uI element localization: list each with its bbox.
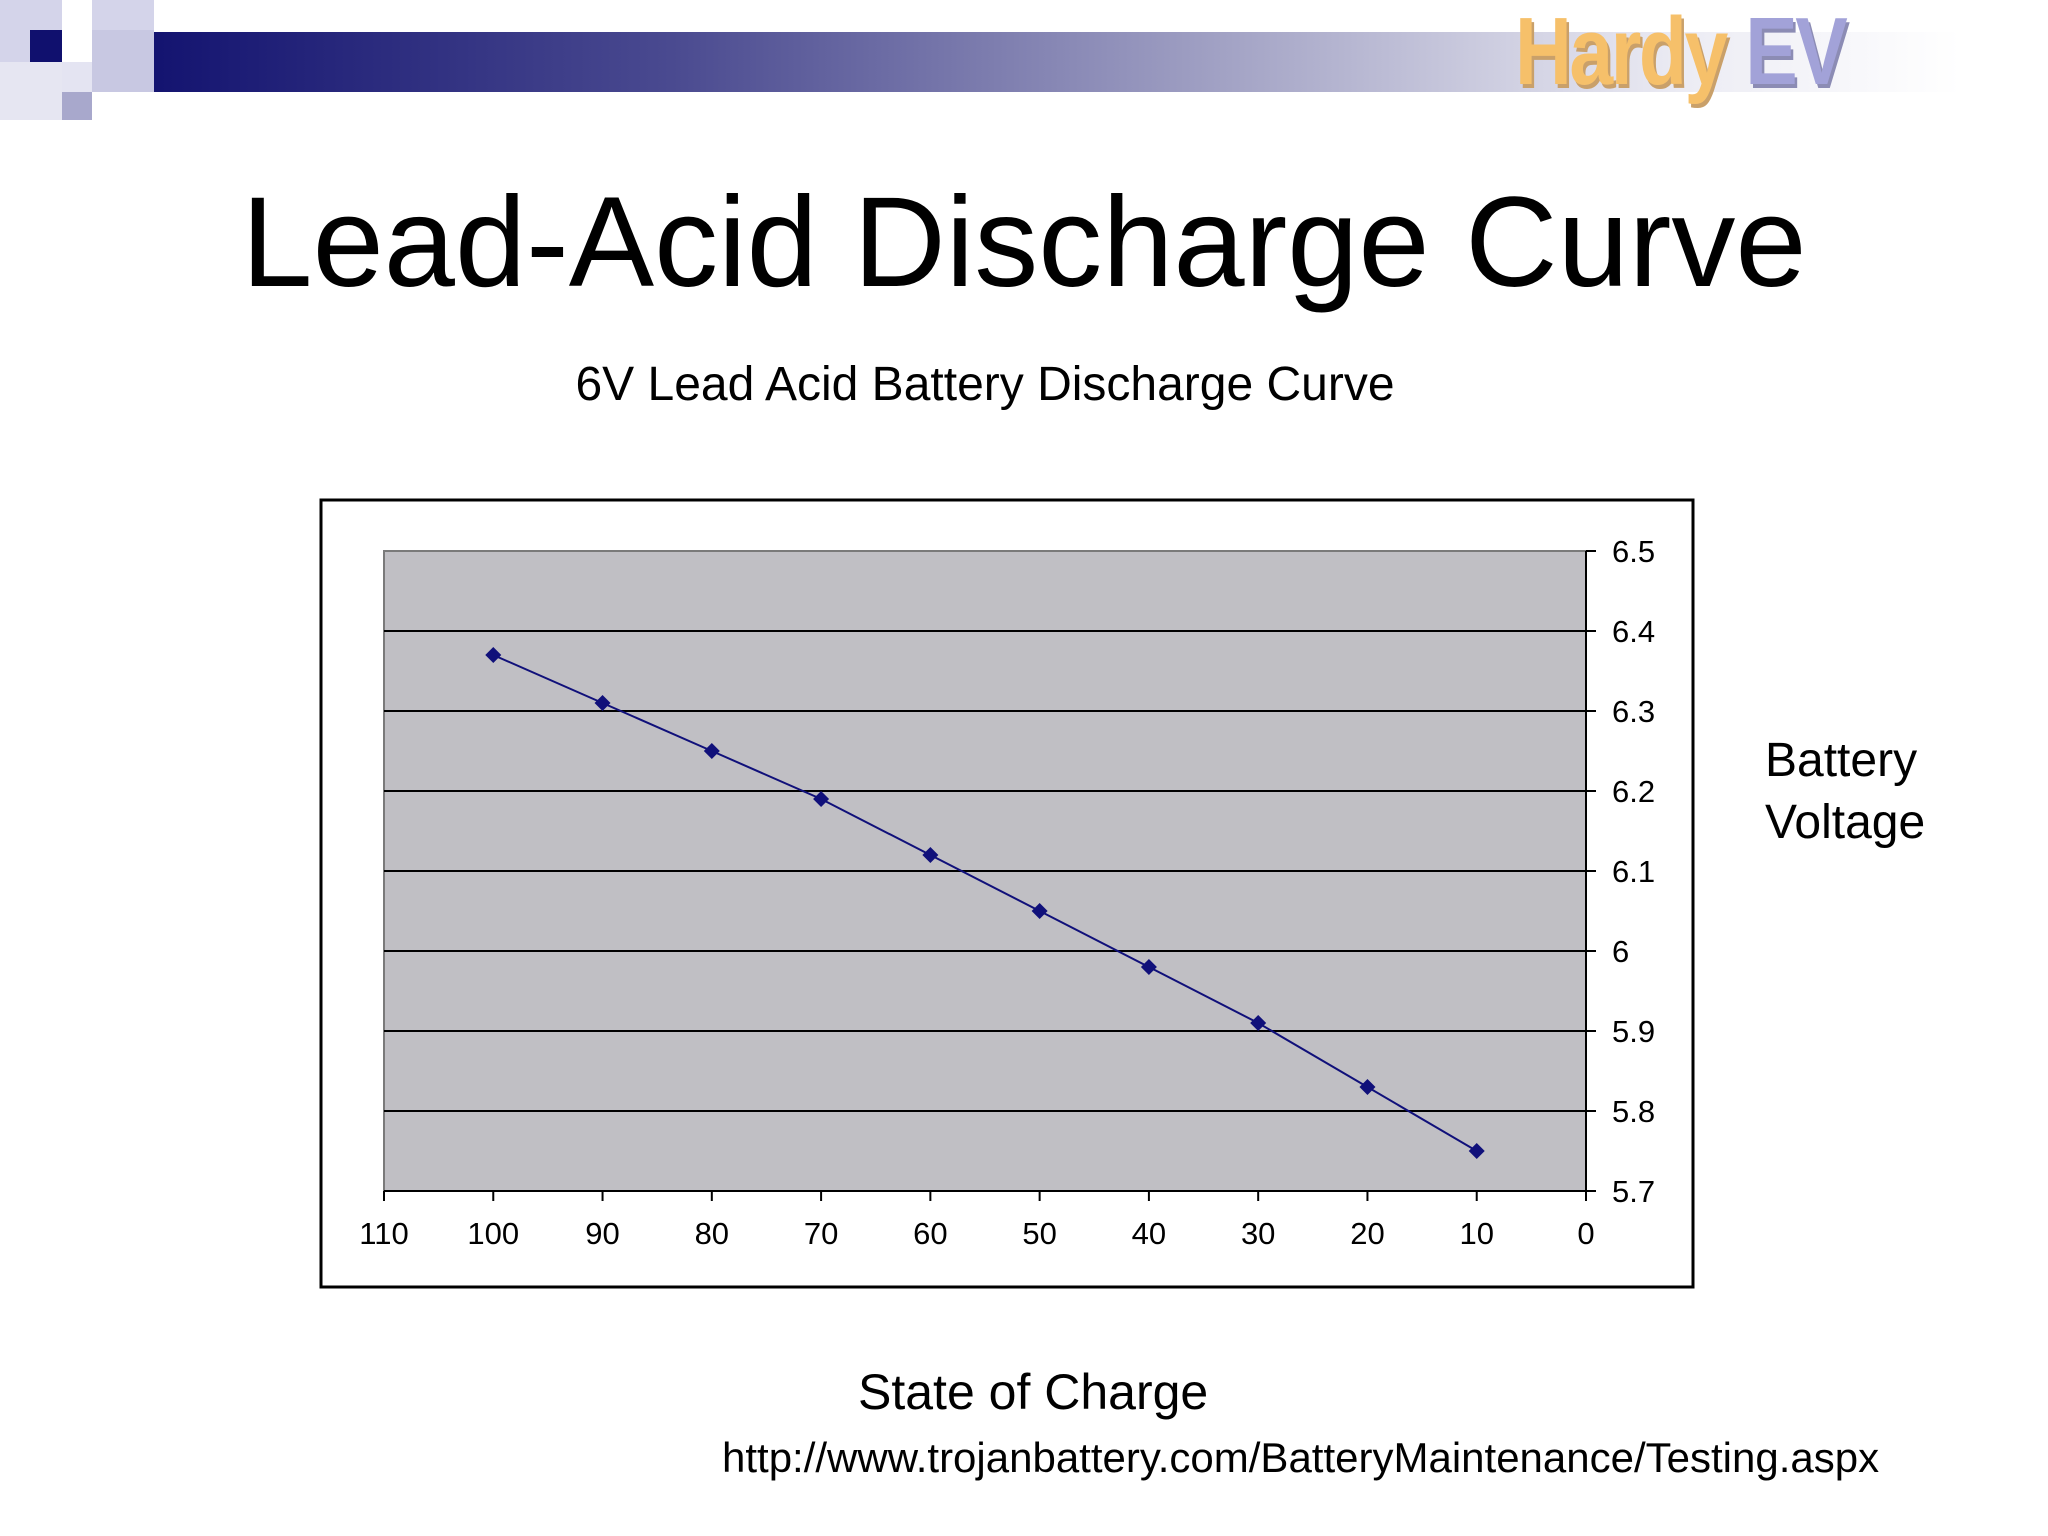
x-tick-label: 70 xyxy=(804,1216,838,1251)
data-point xyxy=(1359,1079,1376,1095)
data-point xyxy=(1468,1143,1485,1159)
x-tick-label: 0 xyxy=(1577,1216,1594,1251)
header-square xyxy=(0,62,62,120)
x-tick-label: 20 xyxy=(1350,1216,1384,1251)
data-point xyxy=(813,791,830,807)
x-tick-label: 40 xyxy=(1132,1216,1166,1251)
header-square xyxy=(62,92,92,120)
y-tick-label: 6.4 xyxy=(1612,614,1655,649)
y-tick-label: 5.9 xyxy=(1612,1014,1655,1049)
y-tick-label: 6.3 xyxy=(1612,694,1655,729)
series-line xyxy=(492,654,1478,1152)
y-axis-label: Battery Voltage xyxy=(1765,730,1925,854)
data-point xyxy=(1140,959,1157,975)
y-tick-label: 6.2 xyxy=(1612,774,1655,809)
y-tick-label: 5.7 xyxy=(1612,1174,1655,1209)
data-point xyxy=(922,847,939,863)
x-axis-label: State of Charge xyxy=(858,1364,1209,1420)
x-axis-ticks: 110 100 90 80 70 60 50 40 30 20 10 0 xyxy=(359,1191,1595,1251)
x-tick-label: 50 xyxy=(1022,1216,1056,1251)
source-url: http://www.trojanbattery.com/BatteryMain… xyxy=(722,1434,1880,1481)
x-tick-label: 60 xyxy=(913,1216,947,1251)
chart-title: 6V Lead Acid Battery Discharge Curve xyxy=(575,358,1394,411)
data-point xyxy=(594,695,611,711)
x-tick-label: 110 xyxy=(359,1216,408,1251)
y-axis-ticks: 6.5 6.4 6.3 6.2 6.1 6 5.9 5.8 5.7 xyxy=(1586,534,1655,1209)
header-square xyxy=(30,30,62,62)
y-tick-label: 5.8 xyxy=(1612,1094,1655,1129)
header-square xyxy=(62,62,92,92)
x-tick-label: 10 xyxy=(1459,1216,1493,1251)
data-point xyxy=(1031,903,1048,919)
data-point xyxy=(703,743,720,759)
x-tick-label: 100 xyxy=(467,1216,519,1251)
y-tick-label: 6 xyxy=(1612,934,1629,969)
y-axis-label-line: Battery xyxy=(1765,734,1918,787)
slide-title: Lead-Acid Discharge Curve xyxy=(241,171,1807,314)
header-square xyxy=(92,30,154,92)
data-point xyxy=(1250,1015,1267,1031)
gridlines xyxy=(384,630,1586,1112)
y-axis-label-line: Voltage xyxy=(1765,796,1926,849)
y-tick-label: 6.1 xyxy=(1612,854,1655,889)
header-gradient-bar xyxy=(120,32,1960,92)
x-tick-label: 90 xyxy=(585,1216,619,1251)
x-tick-label: 80 xyxy=(695,1216,729,1251)
series-6v-battery xyxy=(485,647,1485,1159)
hardy-ev-logo: Hardy EV xyxy=(1515,0,1848,105)
x-tick-label: 30 xyxy=(1241,1216,1275,1251)
y-tick-label: 6.5 xyxy=(1612,534,1655,569)
data-point xyxy=(485,647,502,663)
